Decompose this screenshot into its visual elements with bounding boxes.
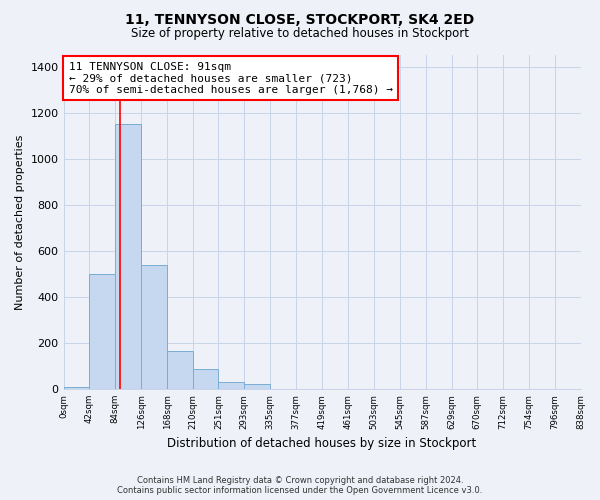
Text: Contains HM Land Registry data © Crown copyright and database right 2024.
Contai: Contains HM Land Registry data © Crown c… bbox=[118, 476, 482, 495]
X-axis label: Distribution of detached houses by size in Stockport: Distribution of detached houses by size … bbox=[167, 437, 476, 450]
Bar bbox=[244, 384, 270, 389]
Y-axis label: Number of detached properties: Number of detached properties bbox=[15, 134, 25, 310]
Bar bbox=[89, 274, 115, 389]
Bar bbox=[115, 124, 141, 389]
Text: Size of property relative to detached houses in Stockport: Size of property relative to detached ho… bbox=[131, 28, 469, 40]
Bar bbox=[167, 351, 193, 389]
Bar bbox=[64, 386, 89, 389]
Bar bbox=[218, 382, 244, 389]
Text: 11, TENNYSON CLOSE, STOCKPORT, SK4 2ED: 11, TENNYSON CLOSE, STOCKPORT, SK4 2ED bbox=[125, 12, 475, 26]
Bar bbox=[141, 264, 167, 389]
Bar bbox=[193, 370, 218, 389]
Text: 11 TENNYSON CLOSE: 91sqm
← 29% of detached houses are smaller (723)
70% of semi-: 11 TENNYSON CLOSE: 91sqm ← 29% of detach… bbox=[69, 62, 393, 95]
